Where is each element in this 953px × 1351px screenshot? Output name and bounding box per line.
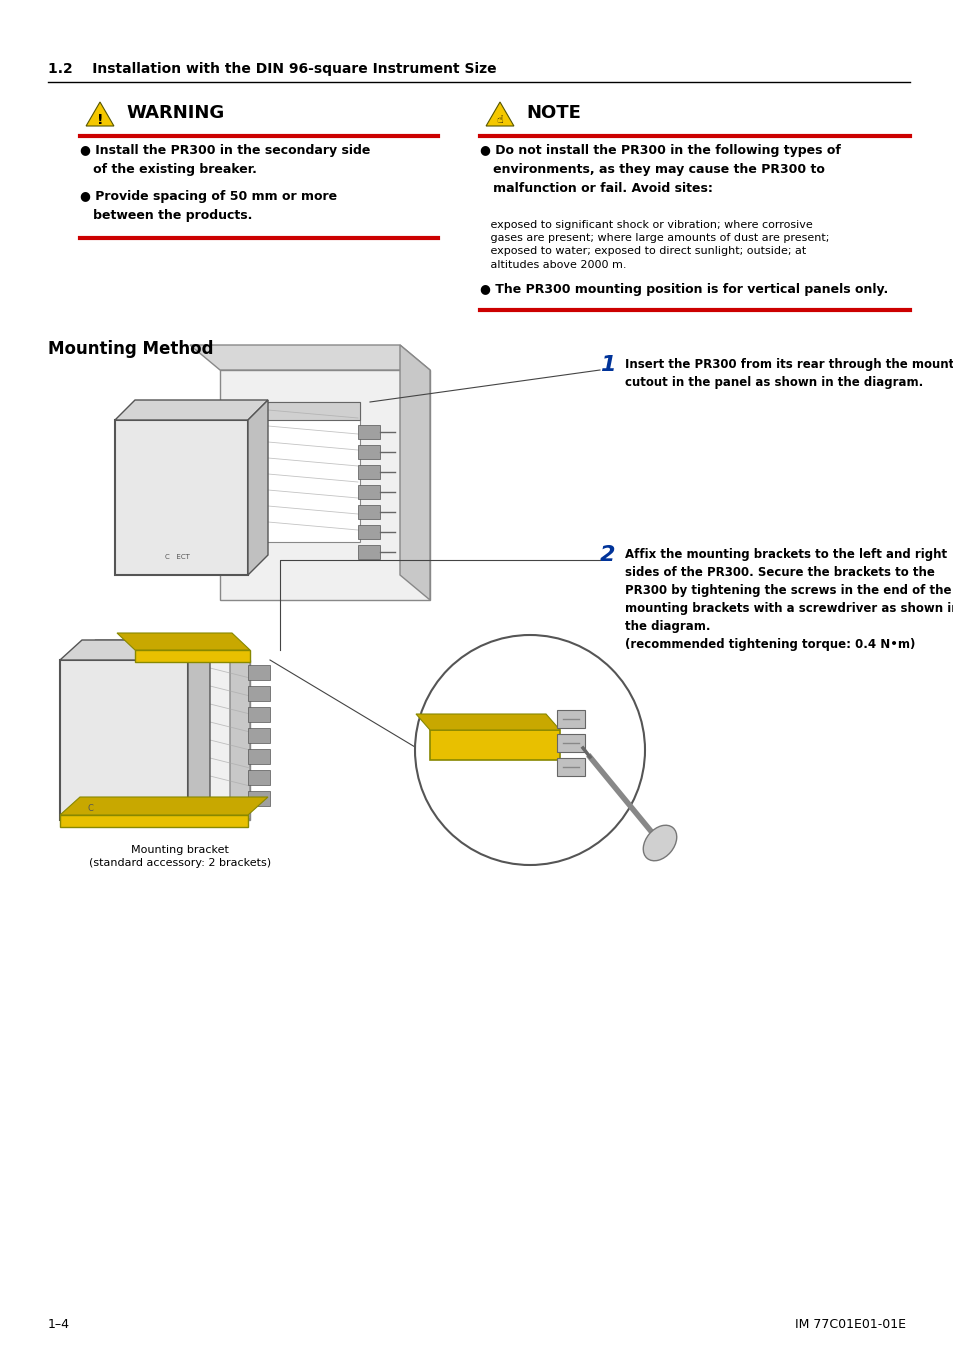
Polygon shape (135, 650, 250, 662)
Bar (557, 734, 584, 753)
Bar (357, 444, 379, 459)
Polygon shape (220, 370, 430, 600)
Text: Mounting bracket
(standard accessory: 2 brackets): Mounting bracket (standard accessory: 2 … (89, 844, 271, 869)
Polygon shape (115, 400, 268, 420)
Bar (557, 711, 584, 728)
Text: ● Do not install the PR300 in the following types of
   environments, as they ma: ● Do not install the PR300 in the follow… (479, 145, 840, 195)
Polygon shape (115, 661, 250, 820)
Text: ☝: ☝ (497, 115, 503, 124)
Polygon shape (188, 640, 250, 661)
Bar (248, 686, 270, 701)
Text: C: C (87, 804, 92, 813)
Bar (357, 544, 379, 559)
Polygon shape (60, 640, 210, 661)
Bar (248, 728, 270, 743)
Bar (248, 790, 270, 807)
Bar (357, 465, 379, 480)
Text: ● Provide spacing of 50 mm or more
   between the products.: ● Provide spacing of 50 mm or more betwe… (80, 190, 336, 222)
Text: WARNING: WARNING (126, 104, 224, 122)
Polygon shape (230, 640, 250, 820)
Polygon shape (117, 634, 250, 650)
Text: !: ! (96, 113, 103, 127)
Polygon shape (188, 640, 210, 820)
Bar (357, 485, 379, 499)
Text: NOTE: NOTE (525, 104, 580, 122)
Polygon shape (115, 420, 248, 576)
Text: 2: 2 (101, 781, 114, 800)
Polygon shape (486, 101, 514, 126)
Ellipse shape (642, 825, 676, 861)
Bar (357, 426, 379, 439)
Polygon shape (60, 661, 188, 820)
Polygon shape (257, 403, 359, 542)
Polygon shape (190, 345, 430, 370)
Bar (357, 526, 379, 539)
Polygon shape (416, 713, 559, 730)
Bar (248, 748, 270, 765)
Text: Mounting Method: Mounting Method (48, 340, 213, 358)
Bar (248, 770, 270, 785)
Bar (248, 707, 270, 721)
Polygon shape (60, 815, 248, 827)
Text: ● Install the PR300 in the secondary side
   of the existing breaker.: ● Install the PR300 in the secondary sid… (80, 145, 370, 176)
Text: Affix the mounting brackets to the left and right
sides of the PR300. Secure the: Affix the mounting brackets to the left … (624, 549, 953, 651)
Bar (357, 505, 379, 519)
Polygon shape (60, 797, 268, 815)
Text: ● The PR300 mounting position is for vertical panels only.: ● The PR300 mounting position is for ver… (479, 282, 887, 296)
Polygon shape (248, 403, 359, 420)
Polygon shape (86, 101, 113, 126)
Text: 1: 1 (599, 355, 615, 376)
Text: Insert the PR300 from its rear through the mounting
cutout in the panel as shown: Insert the PR300 from its rear through t… (624, 358, 953, 389)
Text: 1–4: 1–4 (48, 1319, 70, 1331)
Text: 1.2    Installation with the DIN 96-square Instrument Size: 1.2 Installation with the DIN 96-square … (48, 62, 497, 76)
Polygon shape (430, 730, 559, 761)
Text: C   ECT: C ECT (165, 554, 190, 561)
Text: IM 77C01E01-01E: IM 77C01E01-01E (794, 1319, 905, 1331)
Text: 2: 2 (599, 544, 615, 565)
Bar (248, 665, 270, 680)
Polygon shape (248, 400, 268, 576)
Polygon shape (95, 640, 250, 661)
Circle shape (415, 635, 644, 865)
Text: exposed to significant shock or vibration; where corrosive
   gases are present;: exposed to significant shock or vibratio… (479, 220, 828, 270)
Bar (557, 758, 584, 775)
Polygon shape (399, 345, 430, 600)
